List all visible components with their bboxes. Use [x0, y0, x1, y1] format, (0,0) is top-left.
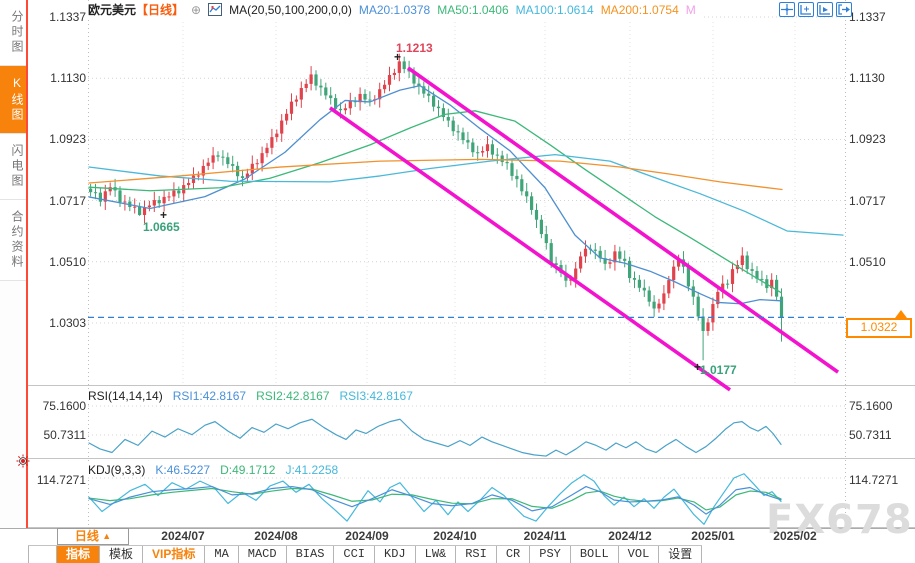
ma20-value: MA20:1.0378	[358, 2, 431, 17]
toolbar-item-ma[interactable]: MA	[205, 546, 239, 563]
sidebar: 分时图 K线图 闪电图 合约资料	[0, 0, 28, 528]
y-tick-left: 1.0923	[49, 132, 86, 146]
extreme-marker-low1	[160, 210, 167, 220]
x-tick-date: 2024/07	[161, 529, 205, 543]
rsi1-value: RSI1:42.8167	[172, 389, 247, 403]
kdj-tick-left: 114.7271	[36, 473, 86, 487]
x-tick-date: 2024/12	[608, 529, 652, 543]
chart-header: 欧元美元【日线】 MA(20,50,100,200,0,0) MA20:1.03…	[88, 1, 702, 18]
ma100-value: MA100:1.0614	[515, 2, 594, 17]
symbol-name: 欧元美元【日线】	[88, 3, 185, 17]
kdj-title: KDJ(9,3,3)	[88, 463, 146, 477]
toolbar-item-kdj[interactable]: KDJ	[375, 546, 416, 563]
indicator-toolbar: 指标 模板 VIP指标 MA MACD BIAS CCI KDJ LW& RSI…	[28, 545, 703, 563]
x-tick-date: 2024/08	[254, 529, 298, 543]
y-tick-right: 1.0510	[849, 255, 886, 269]
y-tick-right: 1.0717	[849, 194, 886, 208]
toolbar-item-macd[interactable]: MACD	[239, 546, 287, 563]
hot-indicator-icon[interactable]	[16, 454, 30, 473]
y-tick-right: 1.1337	[849, 10, 886, 24]
toolbar-item-rsi[interactable]: RSI	[456, 546, 497, 563]
kdj-j-value: J:41.2258	[285, 463, 339, 477]
rsi3-value: RSI3:42.8167	[339, 389, 413, 403]
toolbar-item-cci[interactable]: CCI	[334, 546, 376, 563]
rsi-tick-50-left: 50.7311	[43, 428, 87, 442]
annotation-period-low: 1.0177	[700, 363, 737, 377]
m-indicator-label: M	[685, 2, 696, 17]
sidebar-item-timeshare[interactable]: 分时图	[0, 0, 26, 66]
kdj-tick-right: 114.7271	[849, 473, 899, 487]
caret-up-icon	[102, 529, 111, 544]
chart-tools	[779, 2, 852, 17]
toolbar-item-templates[interactable]: 模板	[100, 546, 144, 563]
export-chart-icon[interactable]	[836, 2, 852, 17]
watermark: FX678	[766, 497, 913, 543]
rsi-title: RSI(14,14,14)	[88, 389, 163, 403]
kdj-header: KDJ(9,3,3) K:46.5227 D:49.1712 J:41.2258	[88, 463, 343, 477]
toolbar-item-lwr[interactable]: LW&	[416, 546, 457, 563]
kdj-d-value: D:49.1712	[220, 463, 276, 477]
zoom-axis-icon[interactable]	[798, 2, 814, 17]
price-up-arrow-icon	[895, 310, 907, 318]
toolbar-item-boll[interactable]: BOLL	[571, 546, 619, 563]
circle-plus-icon[interactable]	[191, 4, 201, 16]
sidebar-accent-line	[26, 0, 28, 528]
y-tick-left: 1.1337	[49, 10, 86, 24]
sidebar-item-lightning[interactable]: 闪电图	[0, 134, 26, 200]
toolbar-spacer	[28, 546, 57, 563]
toolbar-item-psy[interactable]: PSY	[530, 546, 571, 563]
toolbar-item-settings[interactable]: 设置	[659, 546, 703, 563]
ma50-value: MA50:1.0406	[437, 2, 509, 17]
annotation-period-high: 1.1213	[396, 41, 433, 55]
toolbar-item-indicators[interactable]: 指标	[57, 546, 101, 563]
rsi-header: RSI(14,14,14) RSI1:42.8167 RSI2:42.8167 …	[88, 389, 417, 403]
y-tick-left: 1.0303	[49, 316, 86, 330]
pan-axis-icon[interactable]	[817, 2, 833, 17]
rsi2-value: RSI2:42.8167	[256, 389, 330, 403]
rsi-tick-75-right: 75.1600	[849, 399, 893, 413]
x-tick-date: 2024/10	[433, 529, 477, 543]
y-tick-left: 1.1130	[50, 71, 86, 85]
sidebar-item-kline[interactable]: K线图	[0, 66, 26, 134]
annotation-june-low: 1.0665	[143, 220, 180, 234]
toolbar-item-vip[interactable]: VIP指标	[143, 546, 206, 563]
ma200-value: MA200:1.0754	[600, 2, 679, 17]
kdj-k-value: K:46.5227	[155, 463, 211, 477]
y-tick-left: 1.0510	[49, 255, 86, 269]
y-tick-right: 1.0923	[849, 132, 886, 146]
line-chart-icon[interactable]	[208, 3, 223, 16]
x-tick-date: 2025/02	[773, 529, 817, 543]
last-price-tag: 1.0322	[846, 318, 912, 338]
rsi-tick-50-right: 50.7311	[849, 428, 892, 442]
rsi-tick-75-left: 75.1600	[42, 399, 86, 413]
ma-settings-label: MA(20,50,100,200,0,0)	[229, 2, 352, 17]
toolbar-item-vol[interactable]: VOL	[619, 546, 660, 563]
x-tick-date: 2024/11	[523, 529, 567, 543]
x-tick-date: 2025/01	[691, 529, 735, 543]
crosshair-icon[interactable]	[779, 2, 795, 17]
x-tick-date: 2024/09	[345, 529, 389, 543]
sidebar-item-contract-info[interactable]: 合约资料	[0, 200, 26, 281]
timeline-strip	[0, 528, 915, 545]
toolbar-item-cr[interactable]: CR	[497, 546, 531, 563]
y-tick-left: 1.0717	[49, 194, 86, 208]
toolbar-item-bias[interactable]: BIAS	[287, 546, 335, 563]
y-tick-right: 1.1130	[849, 71, 885, 85]
period-selector-button[interactable]: 日线	[57, 528, 129, 545]
